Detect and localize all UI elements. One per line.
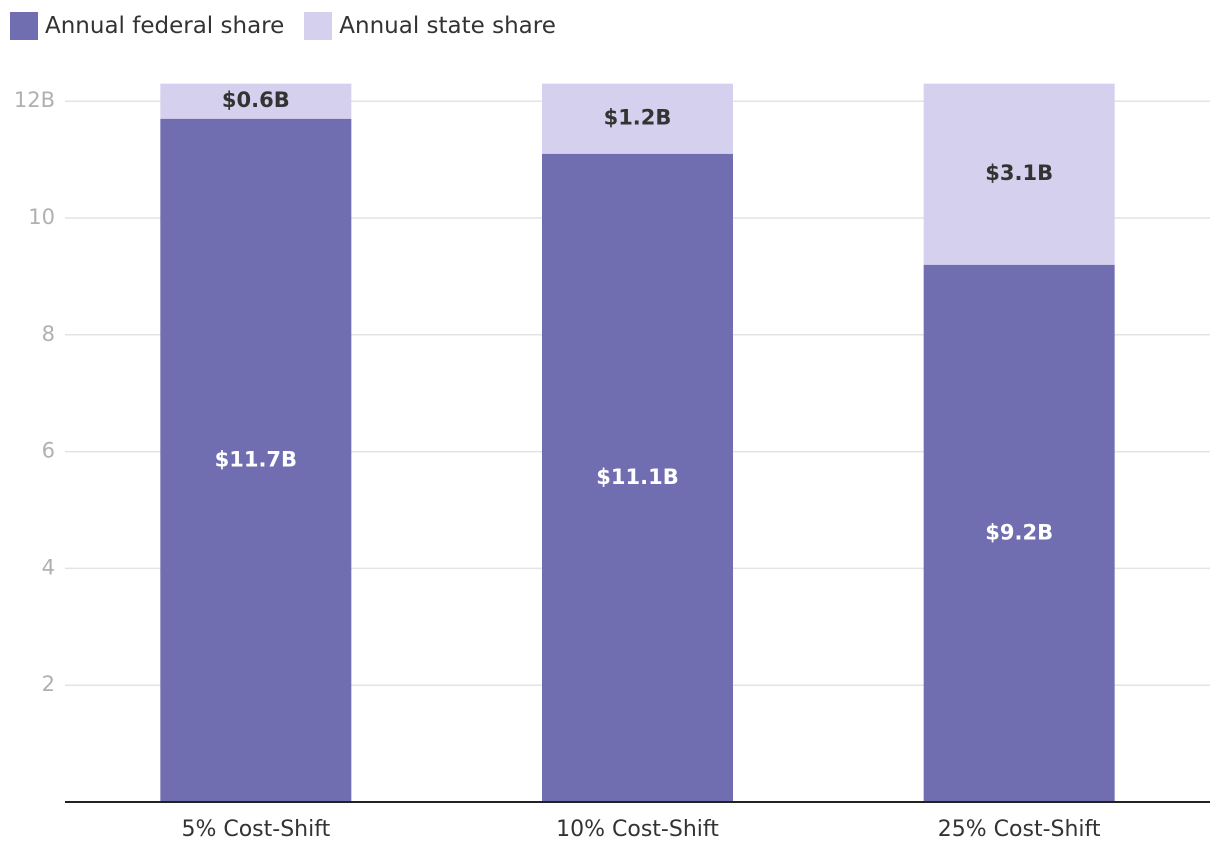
x-category-label: 25% Cost-Shift: [938, 817, 1101, 842]
legend-swatch-state: [304, 12, 333, 40]
bar-state: [160, 83, 352, 119]
bar-federal: [542, 153, 733, 802]
legend-swatch-federal: [10, 12, 38, 40]
data-label-state: $0.6B: [222, 88, 290, 112]
bar-state: [542, 83, 733, 154]
bar-state: [923, 83, 1115, 265]
y-tick-label: 8: [42, 322, 55, 346]
data-label-federal: $9.2B: [985, 520, 1053, 544]
x-category-label: 5% Cost-Shift: [181, 817, 330, 842]
x-category-label: 10% Cost-Shift: [556, 817, 719, 842]
y-tick-label: 4: [42, 555, 55, 579]
data-label-state: $3.1B: [985, 161, 1053, 185]
y-tick-label: 6: [42, 439, 55, 463]
data-label-federal: $11.1B: [596, 465, 678, 489]
chart-legend: Annual federal share Annual state share: [10, 10, 576, 42]
legend-item-federal[interactable]: Annual federal share: [10, 12, 284, 40]
bar-federal: [160, 118, 352, 803]
y-tick-label: 2: [42, 672, 55, 696]
data-label-state: $1.2B: [604, 106, 672, 130]
bar-federal: [923, 264, 1115, 803]
y-tick-label: 12B: [14, 88, 55, 112]
legend-item-state[interactable]: Annual state share: [304, 12, 556, 40]
data-label-federal: $11.7B: [215, 447, 297, 471]
legend-label-federal: Annual federal share: [45, 13, 285, 39]
y-tick-label: 10: [28, 205, 55, 229]
legend-label-state: Annual state share: [339, 13, 556, 39]
